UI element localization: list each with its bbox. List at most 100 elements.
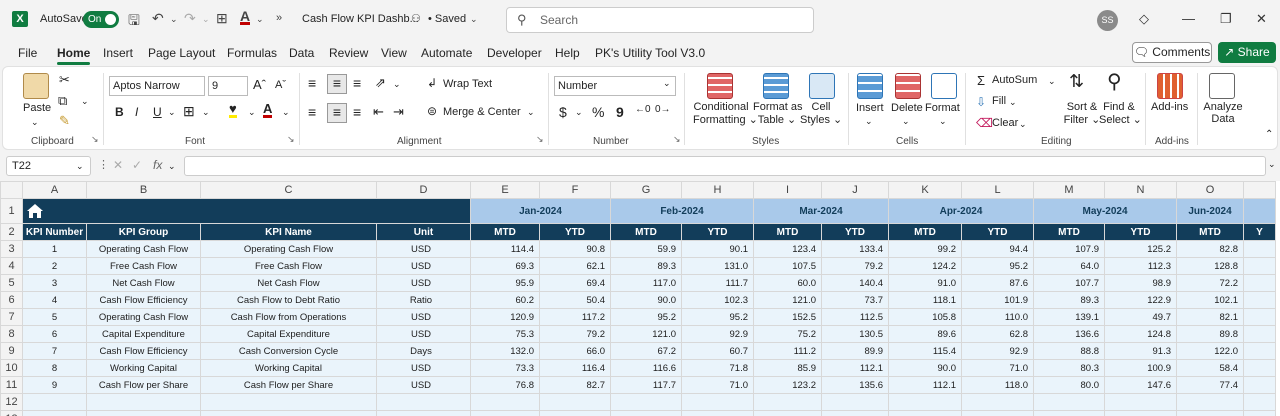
unit-cell[interactable]: USD bbox=[376, 325, 471, 343]
value-cell[interactable]: 92.9 bbox=[961, 342, 1034, 360]
clear-button[interactable]: Clear bbox=[992, 117, 1019, 129]
premium-diamond-icon[interactable]: ◇ bbox=[1139, 11, 1149, 26]
conditional-formatting-icon[interactable] bbox=[707, 73, 733, 99]
kpi-number-cell[interactable]: 5 bbox=[22, 308, 87, 326]
empty-cell[interactable] bbox=[470, 410, 540, 416]
empty-cell[interactable] bbox=[86, 393, 201, 411]
column-header-n[interactable]: N bbox=[1104, 181, 1177, 199]
value-cell[interactable]: 116.4 bbox=[539, 359, 611, 377]
kpi-group-cell[interactable]: Free Cash Flow bbox=[86, 257, 201, 275]
number-format-select[interactable]: Number bbox=[554, 76, 676, 96]
sort-filter-button[interactable]: Sort & Filter ⌄ bbox=[1063, 101, 1101, 126]
period-header[interactable]: YTD bbox=[821, 223, 889, 241]
value-cell[interactable]: 100.9 bbox=[1104, 359, 1177, 377]
formula-input[interactable] bbox=[184, 156, 1266, 176]
row-header[interactable]: 7 bbox=[0, 308, 23, 326]
value-cell[interactable]: 107.9 bbox=[1033, 240, 1105, 258]
column-header-d[interactable]: D bbox=[376, 181, 471, 199]
empty-cell[interactable] bbox=[1104, 410, 1177, 416]
value-cell[interactable] bbox=[1243, 325, 1276, 343]
font-color-ribbon-dropdown-icon[interactable]: ⌄ bbox=[282, 107, 290, 117]
clear-icon[interactable]: ⌫ bbox=[976, 116, 993, 130]
redo-icon[interactable]: ↷ bbox=[184, 10, 196, 26]
empty-cell[interactable] bbox=[1033, 393, 1105, 411]
kpi-group-cell[interactable]: Cash Flow Efficiency bbox=[86, 342, 201, 360]
share-button[interactable]: ↗ Share bbox=[1218, 42, 1276, 63]
kpi-number-cell[interactable]: 4 bbox=[22, 291, 87, 309]
kpi-number-cell[interactable]: 7 bbox=[22, 342, 87, 360]
alignment-launcher-icon[interactable]: ↘ bbox=[536, 134, 544, 144]
fill-icon[interactable]: ⇩ bbox=[976, 95, 987, 109]
unit-cell[interactable]: USD bbox=[376, 376, 471, 394]
saved-status[interactable]: • Saved bbox=[428, 13, 467, 25]
value-cell[interactable]: 90.0 bbox=[888, 359, 962, 377]
period-header[interactable]: MTD bbox=[1033, 223, 1105, 241]
font-size-select[interactable]: 9 bbox=[208, 76, 248, 96]
align-middle-icon[interactable]: ≡ bbox=[327, 74, 347, 94]
tab-data[interactable]: Data bbox=[289, 46, 315, 60]
column-header-e[interactable]: E bbox=[470, 181, 540, 199]
row-header[interactable]: 8 bbox=[0, 325, 23, 343]
cancel-formula-icon[interactable]: ✕ bbox=[113, 158, 124, 172]
unit-cell[interactable]: Days bbox=[376, 342, 471, 360]
empty-cell[interactable] bbox=[610, 393, 682, 411]
value-cell[interactable]: 62.8 bbox=[961, 325, 1034, 343]
value-cell[interactable]: 124.2 bbox=[888, 257, 962, 275]
empty-cell[interactable] bbox=[961, 410, 1034, 416]
paste-icon[interactable] bbox=[23, 73, 49, 99]
clear-dropdown-icon[interactable]: ⌄ bbox=[1019, 119, 1027, 129]
restore-icon[interactable]: ❐ bbox=[1220, 11, 1232, 26]
period-header[interactable]: MTD bbox=[888, 223, 962, 241]
column-header-m[interactable]: M bbox=[1033, 181, 1105, 199]
align-right-icon[interactable]: ≡ bbox=[353, 104, 362, 120]
orientation-icon[interactable]: ⇗ bbox=[375, 75, 386, 90]
kpi-name-cell[interactable]: Cash Flow per Share bbox=[200, 376, 377, 394]
month-header-overflow[interactable] bbox=[1243, 198, 1276, 224]
empty-cell[interactable] bbox=[22, 410, 87, 416]
value-cell[interactable]: 58.4 bbox=[1176, 359, 1244, 377]
value-cell[interactable]: 50.4 bbox=[539, 291, 611, 309]
month-header[interactable]: Jun-2024 bbox=[1176, 198, 1244, 224]
italic-button[interactable]: I bbox=[135, 105, 139, 119]
column-header-i[interactable]: I bbox=[753, 181, 822, 199]
value-cell[interactable]: 130.5 bbox=[821, 325, 889, 343]
fill-button[interactable]: Fill bbox=[992, 95, 1007, 107]
period-header[interactable]: YTD bbox=[961, 223, 1034, 241]
column-header-a[interactable]: A bbox=[22, 181, 87, 199]
kpi-number-cell[interactable]: 1 bbox=[22, 240, 87, 258]
increase-indent-icon[interactable]: ⇥ bbox=[393, 104, 404, 119]
value-cell[interactable]: 90.1 bbox=[681, 240, 754, 258]
row-header[interactable]: 2 bbox=[0, 223, 23, 241]
find-select-button[interactable]: Find & Select ⌄ bbox=[1099, 101, 1142, 126]
tab-home[interactable]: Home bbox=[57, 46, 91, 65]
empty-cell[interactable] bbox=[681, 393, 754, 411]
value-cell[interactable]: 89.3 bbox=[610, 257, 682, 275]
row-header[interactable]: 6 bbox=[0, 291, 23, 309]
kpi-group-cell[interactable]: Cash Flow Efficiency bbox=[86, 291, 201, 309]
value-cell[interactable]: 79.2 bbox=[821, 257, 889, 275]
fill-dropdown-icon[interactable]: ⌄ bbox=[1009, 97, 1017, 107]
value-cell[interactable]: 73.7 bbox=[821, 291, 889, 309]
period-header[interactable]: MTD bbox=[1176, 223, 1244, 241]
tab-formulas[interactable]: Formulas bbox=[227, 46, 278, 60]
value-cell[interactable]: 112.5 bbox=[821, 308, 889, 326]
value-cell[interactable] bbox=[1243, 274, 1276, 292]
value-cell[interactable]: 115.4 bbox=[888, 342, 962, 360]
align-top-icon[interactable]: ≡ bbox=[308, 75, 317, 91]
value-cell[interactable]: 152.5 bbox=[753, 308, 822, 326]
value-cell[interactable]: 85.9 bbox=[753, 359, 822, 377]
value-cell[interactable]: 95.2 bbox=[961, 257, 1034, 275]
unit-cell[interactable]: USD bbox=[376, 240, 471, 258]
fx-dropdown-icon[interactable]: ⌄ bbox=[168, 161, 176, 171]
kpi-group-cell[interactable]: Capital Expenditure bbox=[86, 325, 201, 343]
empty-cell[interactable] bbox=[610, 410, 682, 416]
font-color-ribbon-icon[interactable]: A bbox=[263, 101, 273, 118]
value-cell[interactable]: 111.7 bbox=[681, 274, 754, 292]
period-header[interactable]: MTD bbox=[470, 223, 540, 241]
value-cell[interactable]: 91.3 bbox=[1104, 342, 1177, 360]
value-cell[interactable]: 116.6 bbox=[610, 359, 682, 377]
increase-font-icon[interactable]: Aˆ bbox=[253, 77, 266, 92]
tab-page-layout[interactable]: Page Layout bbox=[148, 46, 216, 60]
column-header-o[interactable]: O bbox=[1176, 181, 1244, 199]
value-cell[interactable]: 132.0 bbox=[470, 342, 540, 360]
